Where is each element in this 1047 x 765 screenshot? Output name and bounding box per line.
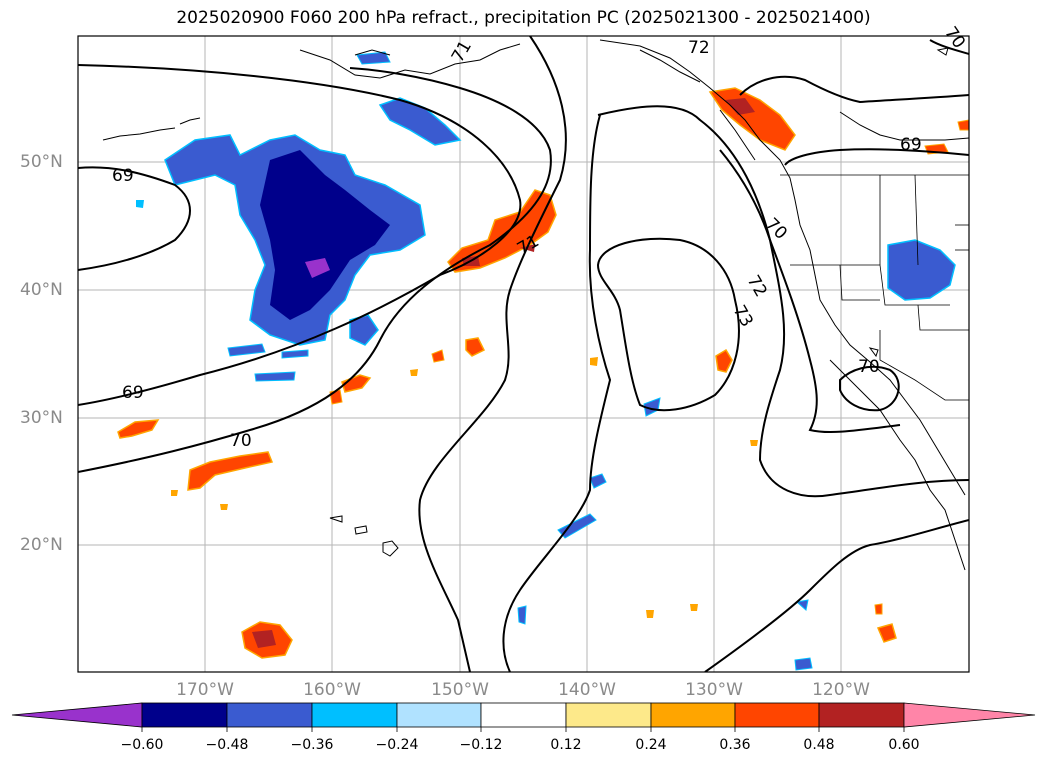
contour-label: 70 — [858, 357, 880, 377]
colorbar-tick-label: −0.48 — [205, 737, 249, 753]
contour-label: 72 — [688, 38, 710, 58]
colorbar-segment — [734, 702, 820, 728]
contour-label: 72 — [743, 272, 771, 301]
colorbar-extend-high — [903, 702, 1036, 728]
islands — [329, 47, 949, 557]
colorbar-segment — [650, 702, 736, 728]
lon-label: 130°W — [685, 680, 743, 700]
colorbar-segment — [480, 702, 567, 728]
negative-anomaly-areas — [136, 51, 956, 671]
colorbar-segment — [141, 702, 228, 728]
colorbar-extend-low — [11, 702, 143, 728]
colorbar-segment — [311, 702, 398, 728]
lon-label: 170°W — [176, 680, 234, 700]
colorbar-segment — [226, 702, 313, 728]
coastlines — [102, 39, 969, 571]
colorbar-tick-label: 0.12 — [550, 737, 582, 753]
contour-label: 70 — [940, 23, 969, 52]
colorbar-segment — [565, 702, 652, 728]
contour-label: 69 — [900, 135, 922, 155]
colorbar-tick-label: 0.48 — [803, 737, 835, 753]
contour-label: 70 — [230, 431, 252, 451]
colorbar-tick-label: −0.36 — [290, 737, 334, 753]
lon-label: 140°W — [558, 680, 616, 700]
colorbar-segment — [818, 702, 905, 728]
state-borders — [780, 174, 969, 401]
lon-label: 120°W — [812, 680, 870, 700]
lat-label: 30°N — [20, 408, 63, 428]
contour-label: 70 — [761, 214, 790, 243]
colorbar-tick-label: −0.60 — [120, 737, 164, 753]
colorbar-tick-label: 0.36 — [719, 737, 751, 753]
colorbar-tick-label: 0.24 — [635, 737, 667, 753]
lon-label: 150°W — [431, 680, 489, 700]
gridlines — [78, 36, 969, 672]
colorbar-tick-label: −0.24 — [375, 737, 419, 753]
contour-label: 69 — [112, 166, 134, 186]
colorbar-segment — [396, 702, 482, 728]
lat-label: 20°N — [20, 535, 63, 555]
colorbar-tick-label: −0.12 — [459, 737, 503, 753]
contour-label: 69 — [122, 383, 144, 403]
map-title: 2025020900 F060 200 hPa refract., precip… — [176, 8, 871, 28]
lon-label: 160°W — [303, 680, 361, 700]
colorbar — [11, 702, 1036, 732]
lat-label: 50°N — [20, 152, 63, 172]
colorbar-tick-label: 0.60 — [888, 737, 920, 753]
refractivity-contours — [78, 36, 969, 672]
lat-label: 40°N — [20, 280, 63, 300]
map-frame — [77, 35, 970, 673]
contour-label: 73 — [729, 302, 757, 331]
